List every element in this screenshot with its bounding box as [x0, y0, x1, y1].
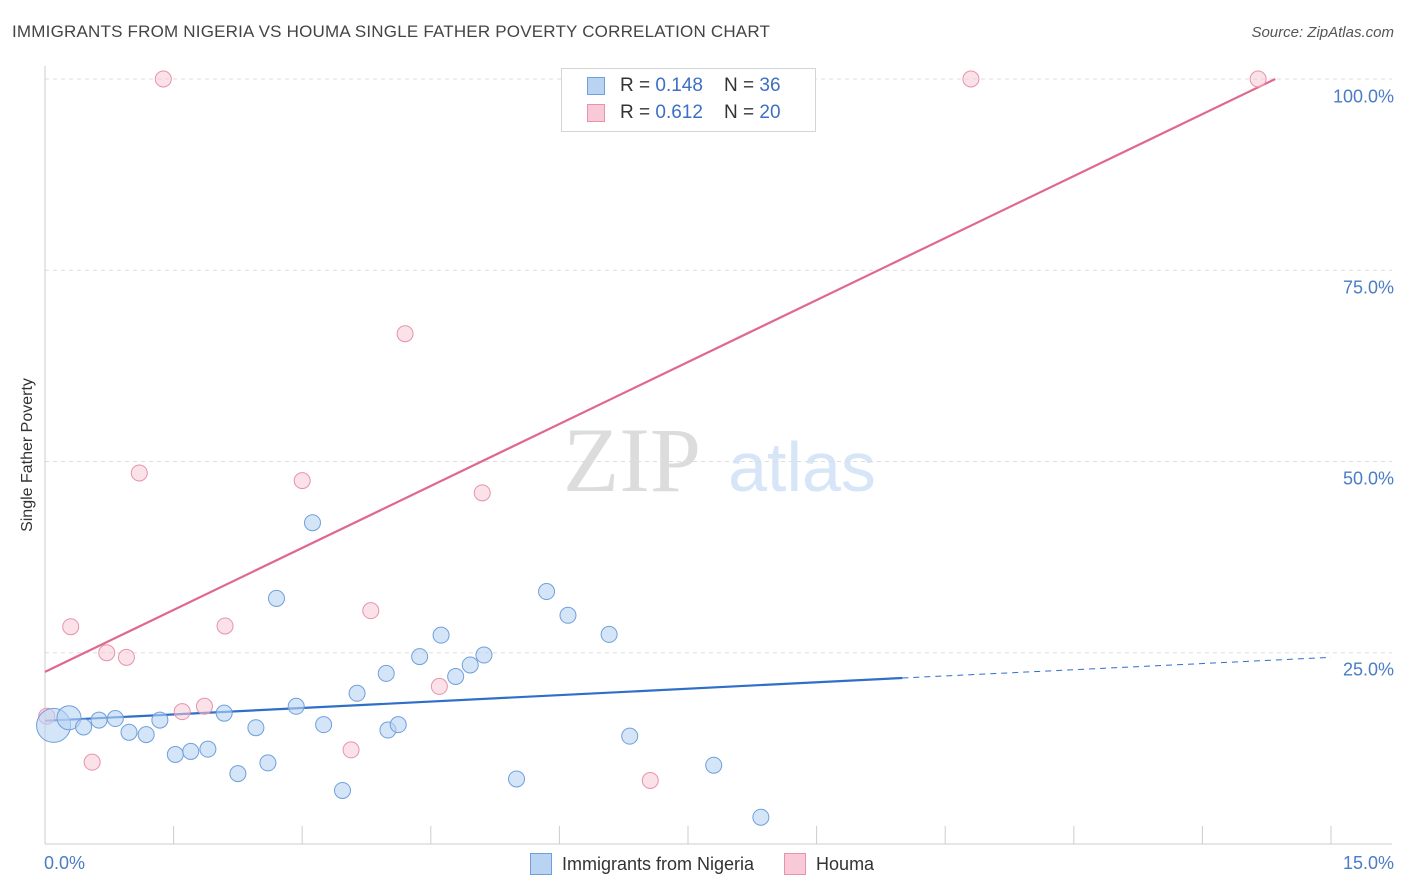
correlation-legend: R = 0.148 N = 36 R = 0.612 N = 20 — [561, 68, 816, 132]
nigeria-point — [259, 754, 277, 772]
houma-point — [117, 648, 135, 666]
houma-trend-line — [44, 78, 1276, 673]
nigeria-point — [151, 711, 169, 729]
houma-point — [130, 464, 148, 482]
series-legend: Immigrants from Nigeria Houma — [530, 853, 904, 875]
houma-point — [216, 617, 234, 635]
nigeria-point — [411, 648, 429, 666]
n-label: N = — [724, 102, 760, 123]
nigeria-point — [75, 718, 93, 736]
y-tick-label: 50.0% — [1342, 468, 1394, 489]
houma-point — [962, 70, 980, 88]
nigeria-point — [137, 726, 155, 744]
nigeria-point — [432, 626, 450, 644]
nigeria-point — [315, 716, 333, 734]
chart-title: IMMIGRANTS FROM NIGERIA VS HOUMA SINGLE … — [12, 22, 771, 41]
nigeria-trend-line — [44, 676, 903, 722]
nigeria-trend-extension — [902, 656, 1332, 679]
r-value: 0.148 — [655, 75, 703, 96]
legend-item-houma: Houma — [784, 853, 874, 875]
nigeria-point — [182, 742, 200, 760]
watermark-zip: ZIP — [563, 409, 701, 511]
nigeria-point — [508, 770, 526, 788]
legend-label: Houma — [816, 853, 875, 874]
nigeria-point — [267, 589, 285, 607]
nigeria-point — [303, 514, 321, 532]
source-credit: Source: ZipAtlas.com — [1251, 24, 1394, 41]
y-tick-label: 75.0% — [1342, 277, 1394, 298]
n-value: 20 — [759, 102, 781, 123]
houma-point — [430, 677, 448, 695]
watermark-atlas: atlas — [728, 428, 876, 506]
houma-point — [62, 618, 80, 636]
trend-lines — [44, 78, 1332, 722]
nigeria-point — [538, 583, 556, 601]
n-label: N = — [724, 75, 760, 96]
nigeria-point — [752, 808, 770, 826]
data-points — [36, 70, 1267, 826]
r-label: R = — [620, 102, 656, 123]
gridlines — [45, 78, 1392, 654]
nigeria-point — [199, 740, 217, 758]
r-value: 0.612 — [655, 102, 703, 123]
houma-point — [362, 602, 380, 620]
nigeria-point — [705, 756, 723, 774]
n-value: 36 — [759, 75, 781, 96]
nigeria-point — [120, 723, 138, 741]
nigeria-point — [447, 667, 465, 685]
houma-point — [396, 325, 414, 343]
nigeria-point — [106, 710, 124, 728]
nigeria-point — [348, 684, 366, 702]
r-label: R = — [620, 75, 656, 96]
nigeria-point — [475, 646, 493, 664]
axes — [44, 66, 1392, 845]
nigeria-point — [215, 704, 233, 722]
houma-point — [293, 472, 311, 490]
blue-swatch — [587, 77, 605, 95]
houma-point — [173, 703, 191, 721]
nigeria-point — [621, 727, 639, 745]
nigeria-point — [56, 705, 82, 731]
legend-item-nigeria: Immigrants from Nigeria — [530, 853, 754, 875]
x-tick-label: 15.0% — [1342, 853, 1394, 873]
nigeria-point — [287, 697, 305, 715]
x-tick-label: 0.0% — [44, 853, 86, 873]
blue-swatch — [530, 853, 552, 875]
nigeria-point — [166, 745, 184, 763]
nigeria-point — [90, 711, 108, 729]
houma-point — [1249, 70, 1267, 88]
nigeria-point — [333, 781, 351, 799]
nigeria-point — [247, 719, 265, 737]
houma-point — [83, 753, 101, 771]
nigeria-point — [229, 765, 247, 783]
nigeria-point — [461, 656, 479, 674]
y-tick-label: 100.0% — [1332, 86, 1394, 107]
houma-point — [98, 644, 116, 662]
nigeria-point — [389, 716, 407, 734]
nigeria-point — [377, 664, 395, 682]
houma-point — [342, 741, 360, 759]
legend-label: Immigrants from Nigeria — [562, 853, 755, 874]
houma-point — [473, 484, 491, 502]
nigeria-point — [600, 625, 618, 643]
houma-point — [195, 697, 213, 715]
houma-point — [641, 772, 659, 790]
houma-point — [154, 70, 172, 88]
y-tick-label: 25.0% — [1342, 659, 1394, 680]
pink-swatch — [784, 853, 807, 875]
pink-swatch — [587, 104, 605, 122]
nigeria-point — [559, 606, 577, 624]
